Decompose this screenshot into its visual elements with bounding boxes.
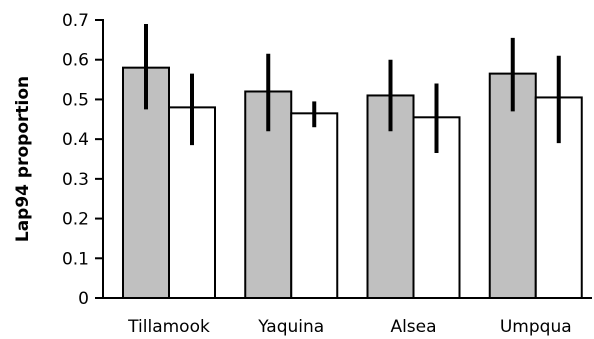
y-tick-label: 0.3 [62, 170, 89, 190]
error-bars [144, 23, 561, 154]
y-tick-label: 0.6 [62, 51, 89, 71]
x-tick-label: Tillamook [127, 317, 210, 337]
x-tick-label: Umpqua [500, 317, 572, 337]
y-tick-label: 0.4 [62, 130, 89, 150]
y-tick-label: 0.5 [62, 90, 89, 110]
y-axis-title: Lap94 proportion [13, 76, 33, 242]
bar-yaquina-2 [290, 112, 339, 300]
y-axis-ticks: 0 0.1 0.2 0.3 0.4 0.5 0.6 0.7 [62, 11, 103, 309]
x-tick-label: Yaquina [257, 317, 324, 337]
x-axis-labels: Tillamook Yaquina Alsea Umpqua [127, 317, 571, 337]
y-tick-label: 0.1 [62, 249, 89, 269]
y-tick-label: 0.7 [62, 11, 89, 31]
y-tick-label: 0.2 [62, 210, 89, 230]
y-tick-label: 0 [78, 289, 89, 309]
x-tick-label: Alsea [390, 317, 436, 337]
